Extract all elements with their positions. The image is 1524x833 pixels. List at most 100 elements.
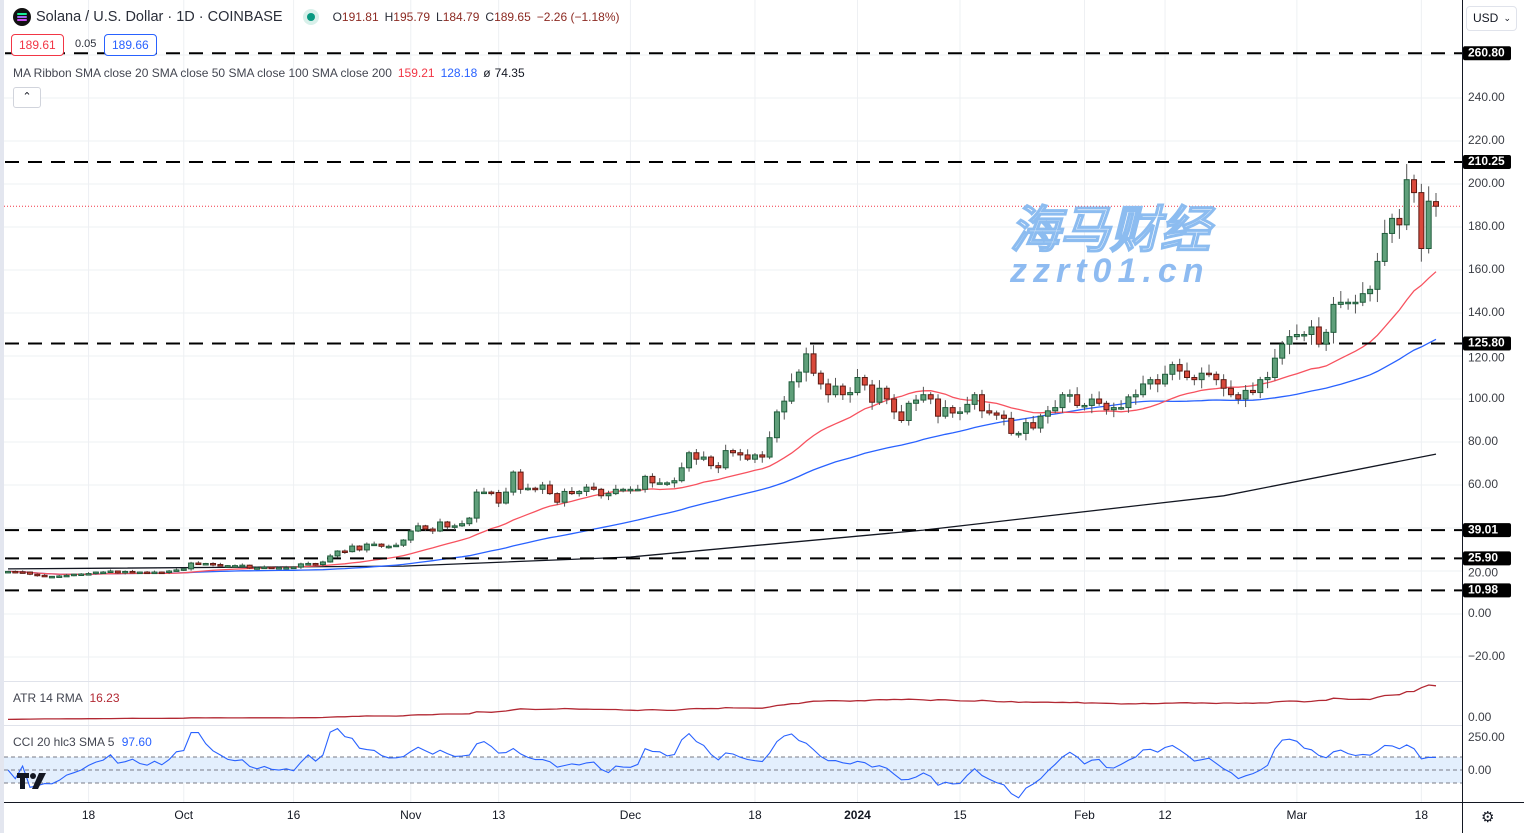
candle-body	[1118, 407, 1125, 410]
candle	[671, 477, 678, 488]
candle-body	[1359, 293, 1366, 303]
candle-body	[517, 471, 524, 490]
candle-body	[70, 573, 77, 577]
candle-body	[305, 562, 312, 566]
candle-body	[232, 565, 239, 568]
candle	[1103, 400, 1110, 415]
low-label: L	[436, 10, 443, 24]
candle-body	[1205, 372, 1212, 376]
candle-body	[964, 403, 971, 413]
candle-body	[729, 450, 736, 454]
candle	[1052, 400, 1059, 414]
solana-logo-icon	[13, 8, 31, 26]
level-price-tag	[1463, 551, 1511, 566]
candle	[576, 489, 583, 497]
buy-button[interactable]: 189.66	[104, 34, 157, 56]
pane-separator	[4, 725, 1462, 726]
candle	[1425, 186, 1432, 254]
candle-body	[158, 571, 165, 575]
candle-body	[986, 410, 993, 414]
candle	[1352, 294, 1359, 314]
candle-body	[554, 493, 561, 503]
atr-value: 16.23	[89, 691, 120, 705]
candle	[378, 543, 385, 548]
candle-body	[1315, 326, 1322, 345]
cci-legend[interactable]: CCI 20 hlc3 SMA 5 97.60	[13, 735, 152, 749]
sma50-value: 128.18	[440, 66, 478, 80]
price-axis-tick: 180.00	[1468, 219, 1505, 233]
candle-body	[224, 565, 231, 568]
currency-select[interactable]: USD ⌄	[1466, 6, 1517, 31]
candles	[5, 164, 1439, 579]
candle-body	[502, 491, 509, 504]
candle-body	[1184, 370, 1191, 378]
candle-body	[400, 539, 407, 546]
settings-gear-icon[interactable]: ⚙	[1481, 809, 1495, 826]
sma50-line	[7, 338, 1437, 575]
candle-body	[459, 523, 466, 527]
candle	[1037, 413, 1044, 433]
candle-body	[312, 562, 319, 566]
candle-body	[41, 574, 48, 578]
candle	[532, 486, 539, 493]
candle	[210, 562, 217, 567]
candle	[136, 571, 143, 575]
cci-label: CCI 20 hlc3 SMA 5	[13, 735, 115, 749]
atr-line	[7, 684, 1437, 721]
collapse-legend-button[interactable]: ⌃	[13, 87, 41, 108]
tradingview-logo-icon[interactable]	[17, 773, 47, 789]
candle	[268, 566, 275, 570]
candle	[803, 347, 810, 382]
price-axis-tick: 240.00	[1468, 90, 1505, 104]
candle	[466, 516, 473, 527]
candle-body	[854, 377, 861, 394]
candle-body	[1030, 422, 1037, 429]
candle	[188, 561, 195, 571]
candle-body	[539, 484, 546, 490]
candle-body	[590, 486, 597, 490]
candle-body	[1066, 394, 1073, 397]
candle-body	[642, 475, 649, 490]
candle	[122, 570, 129, 575]
candle	[275, 566, 282, 570]
candle	[1293, 324, 1300, 341]
market-open-status-icon[interactable]	[302, 9, 319, 25]
candle	[539, 481, 546, 494]
candle-body	[686, 452, 693, 469]
time-axis-label: 13	[492, 808, 506, 822]
ma-ribbon-legend[interactable]: MA Ribbon SMA close 20 SMA close 50 SMA …	[13, 66, 525, 80]
sell-button[interactable]: 189.61	[11, 34, 64, 56]
candle-body	[913, 399, 920, 404]
candle-body	[488, 491, 495, 495]
atr-legend[interactable]: ATR 14 RMA 16.23	[13, 691, 120, 705]
candle-body	[700, 456, 707, 460]
candle	[129, 569, 136, 574]
candle-body	[737, 452, 744, 456]
level-price-tag	[1463, 336, 1511, 351]
candle-body	[1191, 377, 1198, 381]
candle	[246, 564, 253, 570]
price-axis-border	[1462, 0, 1463, 833]
candle-body	[656, 482, 663, 485]
candle-body	[1110, 407, 1117, 411]
candle-body	[678, 467, 685, 482]
candle-body	[114, 570, 121, 574]
candle	[48, 575, 55, 579]
candle-body	[693, 452, 700, 460]
candle-body	[12, 570, 19, 574]
candle	[261, 565, 268, 570]
candle-body	[1352, 301, 1359, 305]
price-axis-tick: 200.00	[1468, 176, 1505, 190]
candle	[1418, 183, 1425, 262]
candle	[978, 389, 985, 419]
candle	[393, 542, 400, 548]
symbol-title[interactable]: Solana / U.S. Dollar · 1D · COINBASE	[36, 9, 283, 25]
candle-body	[122, 570, 129, 574]
candle	[151, 570, 158, 575]
candle	[678, 462, 685, 483]
candle	[1301, 331, 1308, 342]
candle	[319, 560, 326, 567]
candle-body	[1301, 334, 1308, 337]
candle-body	[415, 525, 422, 532]
